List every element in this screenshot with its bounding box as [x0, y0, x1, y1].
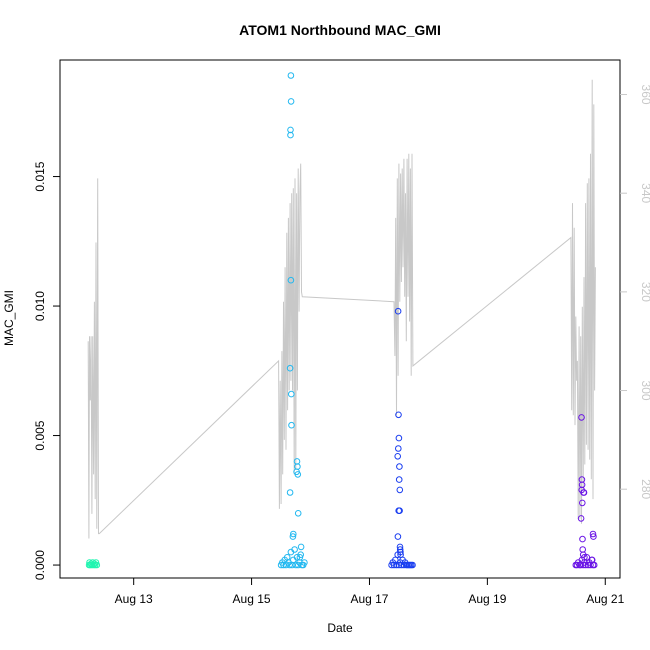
series-1-point-19 — [287, 98, 295, 105]
series-1-point-22 — [287, 276, 295, 284]
series-3-point-22 — [579, 499, 586, 507]
series-1-point-18 — [287, 72, 295, 79]
x-tick-label-3: Aug 19 — [468, 592, 506, 606]
series-3-point-24 — [589, 530, 597, 538]
axes-layer: Aug 13 Aug 15 Aug 17 Aug 19 Aug 21 0.000 0.005… — [33, 85, 650, 606]
series-3-point-21 — [580, 489, 588, 496]
series-2-point-24 — [395, 476, 403, 483]
series-3-point-25 — [590, 533, 597, 540]
series-2-point-20 — [395, 434, 403, 442]
series-2-point-31 — [397, 548, 404, 556]
series-1-point-23 — [286, 364, 294, 372]
series-1-point-33 — [289, 533, 297, 540]
series-3-point-30 — [588, 556, 596, 564]
y2-tick-label-3: 340 — [639, 183, 650, 203]
series-0-point-9 — [93, 561, 101, 569]
y-axis-label: MAC_GMI — [2, 290, 16, 346]
y-tick-label-2: 0.010 — [33, 291, 47, 321]
y-tick-label-0: 0.000 — [33, 550, 47, 580]
series-2-point-22 — [394, 453, 402, 460]
series-0-point-10 — [85, 561, 93, 569]
x-tick-label-2: Aug 17 — [350, 592, 388, 606]
series-3-point-26 — [579, 535, 586, 543]
series-3-point-29 — [581, 554, 588, 561]
series-3-point-23 — [577, 515, 585, 522]
y2-tick-label-0: 280 — [639, 479, 650, 499]
x-axis-label: Date — [327, 621, 353, 635]
x-tick-label-0: Aug 13 — [115, 592, 153, 606]
series-2-point-21 — [395, 445, 402, 452]
y-tick-label-1: 0.005 — [33, 420, 47, 450]
x-tick-label-1: Aug 15 — [233, 592, 271, 606]
series-3-point-16 — [578, 414, 585, 421]
series-1-point-30 — [286, 489, 294, 496]
series-2-point-25 — [396, 486, 404, 494]
scatter-points-layer — [85, 72, 598, 569]
plot-frame — [59, 59, 621, 579]
y2-tick-label-1: 300 — [639, 381, 650, 401]
series-2-point-27 — [396, 507, 403, 515]
chart-title: ATOM1 Northbound MAC_GMI — [239, 22, 441, 38]
series-1-point-34 — [297, 543, 305, 551]
secondary-series-line — [87, 79, 596, 539]
series-1-point-25 — [288, 421, 295, 429]
series-1-point-37 — [301, 559, 308, 566]
series-2-point-18 — [394, 307, 402, 315]
series-1-point-32 — [290, 530, 297, 538]
y-tick-label-3: 0.015 — [33, 161, 47, 191]
series-1-point-24 — [288, 390, 295, 398]
series-1-point-7 — [286, 561, 293, 569]
series-1-point-29 — [294, 471, 302, 478]
x-tick-label-4: Aug 21 — [586, 592, 624, 606]
y2-tick-label-4: 360 — [639, 85, 650, 105]
series-1-point-11 — [291, 546, 298, 553]
series-2-point-28 — [394, 533, 402, 540]
y2-tick-label-2: 320 — [639, 282, 650, 302]
series-2-point-23 — [396, 463, 403, 470]
series-1-point-31 — [294, 510, 302, 517]
series-1-point-35 — [296, 554, 304, 561]
series-2-point-17 — [409, 561, 416, 569]
series-2-point-32 — [397, 551, 404, 559]
series-1-point-21 — [287, 131, 294, 139]
series-2-point-19 — [395, 411, 402, 419]
secondary-series-layer — [87, 79, 596, 539]
